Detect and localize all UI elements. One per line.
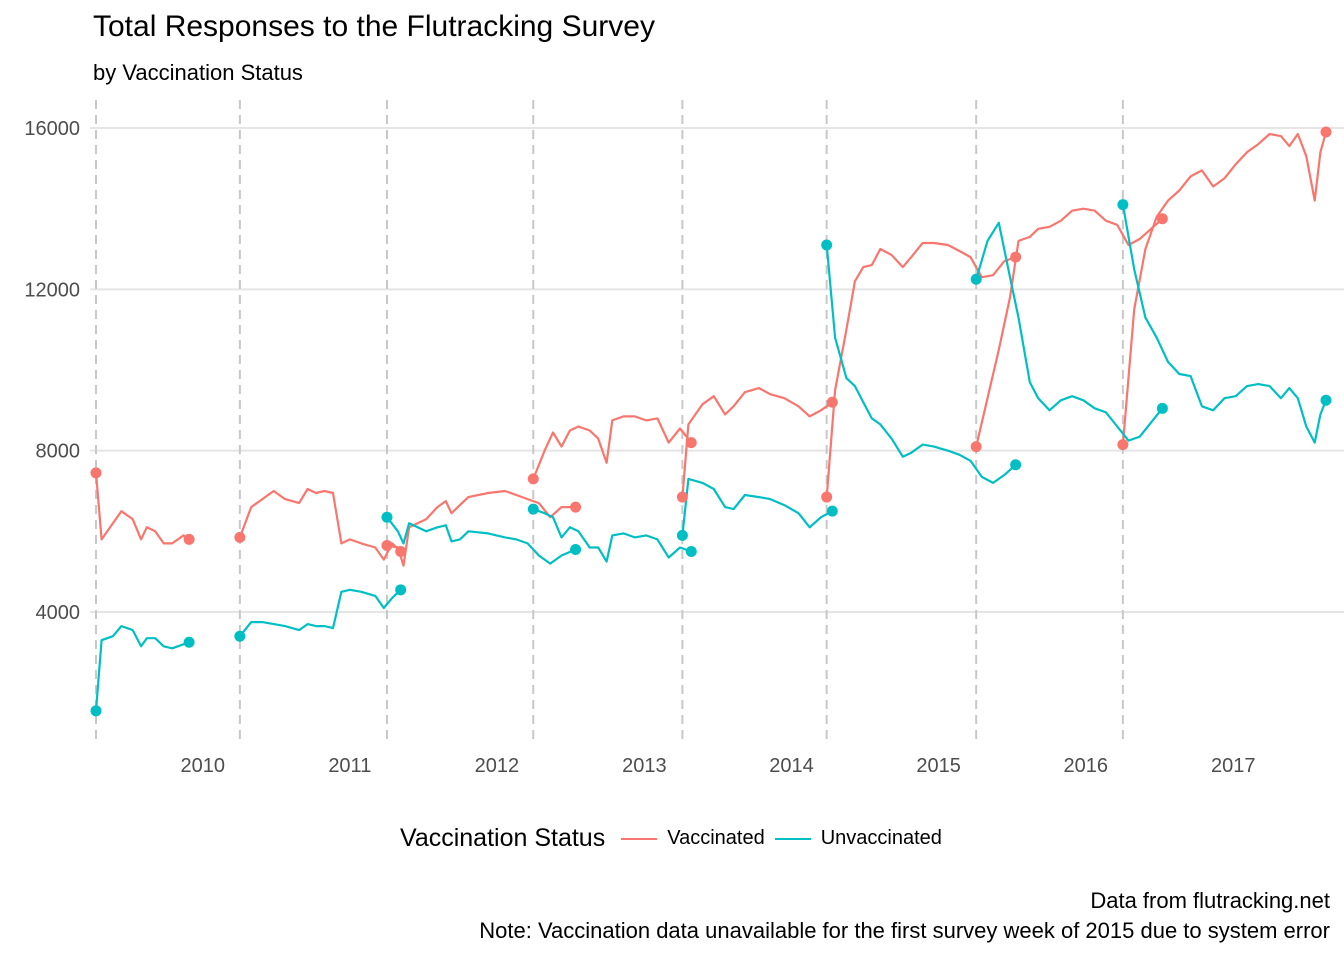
x-tick-label: 2012 [475,755,520,777]
point-unvaccinated [821,239,833,251]
point-vaccinated [570,501,582,513]
point-unvaccinated [90,705,102,717]
x-tick-label: 2015 [916,755,961,777]
point-vaccinated [1010,251,1022,263]
line-vaccinated [825,241,1017,498]
point-vaccinated [1156,213,1168,225]
legend-title: Vaccination Status [400,824,606,852]
x-axis: 2010 2011 2012 2013 2014 2015 2016 2017 [180,755,1255,777]
x-tick-label: 2014 [769,755,814,777]
point-unvaccinated [676,529,688,541]
line-vaccinated [386,489,576,567]
legend-item-vaccinated: Vaccinated [621,827,765,850]
point-vaccinated [970,441,982,453]
line-unvaccinated [1121,204,1328,444]
legend-key-vaccinated [621,837,658,840]
legend-label-unvaccinated: Unvaccinated [820,827,942,849]
line-unvaccinated [532,508,692,563]
line-unvaccinated [681,477,833,536]
line-unvaccinated [386,516,577,565]
point-vaccinated [685,437,697,449]
point-unvaccinated [234,630,246,642]
caption: Data from flutracking.net Note: Vaccinat… [479,886,1330,946]
caption-source: Data from flutracking.net [1090,888,1330,913]
x-tick-label: 2013 [622,755,667,777]
point-unvaccinated [183,636,195,648]
series-lines [94,131,1328,711]
legend-item-unvaccinated: Unvaccinated [774,827,942,850]
y-tick-label: 16000 [24,118,80,140]
line-unvaccinated [94,624,190,711]
point-unvaccinated [826,505,838,517]
point-unvaccinated [970,273,982,285]
line-vaccinated [94,472,190,545]
legend: Vaccination Status Vaccinated Unvaccinat… [400,824,952,853]
x-tick-label: 2016 [1063,755,1108,777]
y-tick-label: 8000 [36,441,81,463]
point-unvaccinated [1320,394,1332,406]
line-vaccinated [681,387,833,498]
legend-label-vaccinated: Vaccinated [667,827,765,849]
line-vaccinated [532,415,693,480]
point-vaccinated [1117,439,1129,451]
y-tick-label: 12000 [24,279,80,301]
point-unvaccinated [1156,402,1168,414]
point-vaccinated [183,533,195,545]
point-vaccinated [1320,126,1332,138]
point-vaccinated [821,491,833,503]
point-vaccinated [234,531,246,543]
point-vaccinated [381,539,393,551]
line-unvaccinated [825,244,1017,484]
point-vaccinated [90,467,102,479]
legend-key-unvaccinated [774,837,811,840]
point-unvaccinated [527,503,539,515]
x-tick-label: 2017 [1211,755,1256,777]
caption-note: Note: Vaccination data unavailable for t… [479,918,1330,943]
y-axis: 4000 8000 12000 16000 [24,118,80,624]
point-unvaccinated [570,543,582,555]
line-vaccinated [1121,131,1328,445]
point-unvaccinated [1010,459,1022,471]
chart-subtitle: by Vaccination Status [93,60,303,85]
point-unvaccinated [1117,199,1129,211]
point-unvaccinated [381,511,393,523]
point-unvaccinated [685,546,697,557]
season-dividers [95,100,1124,742]
point-vaccinated [826,396,838,408]
x-tick-label: 2010 [180,755,225,777]
chart-title: Total Responses to the Flutracking Surve… [93,10,655,43]
x-tick-label: 2011 [328,755,371,777]
line-unvaccinated [975,221,1164,442]
line-unvaccinated [239,588,402,637]
series-points [90,126,1332,717]
gridlines [90,127,1344,613]
point-vaccinated [676,491,688,503]
point-vaccinated [527,473,539,485]
point-vaccinated [395,546,407,557]
point-unvaccinated [395,584,407,596]
line-vaccinated [238,487,402,561]
y-tick-label: 4000 [36,602,81,624]
